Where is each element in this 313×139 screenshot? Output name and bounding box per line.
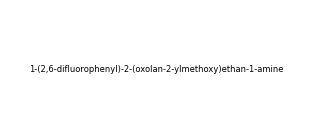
Text: 1-(2,6-difluorophenyl)-2-(oxolan-2-ylmethoxy)ethan-1-amine: 1-(2,6-difluorophenyl)-2-(oxolan-2-ylmet… [29,65,284,74]
